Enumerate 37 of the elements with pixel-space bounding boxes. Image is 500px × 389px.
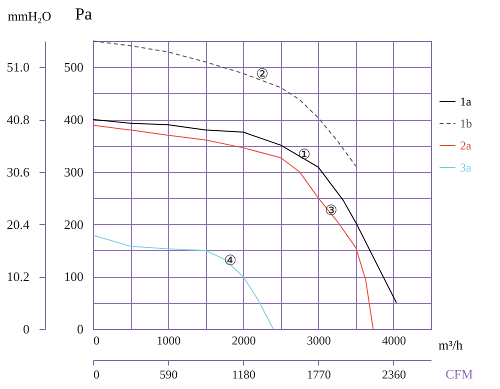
line-series: [92, 119, 397, 304]
annotation: ①: [298, 147, 311, 164]
annotation: ④: [224, 252, 237, 269]
line-series: [92, 124, 374, 330]
y-axis-title: Pa: [75, 4, 92, 24]
legend-label: 2a: [460, 138, 472, 152]
x-tick-label: 2000: [232, 334, 256, 348]
line-series: [92, 234, 274, 330]
x2-tick-label: 0: [94, 368, 100, 382]
y-tick-label: 200: [64, 216, 84, 232]
y-tick-label: 500: [64, 60, 84, 75]
y2-tick-label: 30.6: [6, 164, 30, 180]
y2-tick-label: 0: [23, 322, 30, 336]
x2-tick-label: 1180: [232, 368, 256, 382]
y-tick-label: 100: [64, 269, 84, 284]
x-tick-label: 4000: [382, 334, 406, 348]
x2-tick-label: 1770: [306, 368, 331, 382]
annotation: ②: [256, 66, 269, 83]
x2-tick-label: 590: [160, 368, 178, 382]
legend-label: 1b: [460, 116, 472, 130]
y2-axis-title: mmH₂O: [8, 8, 52, 24]
x-tick-label: 1000: [156, 334, 181, 348]
x-axis-title: m³/h: [438, 338, 464, 352]
x-tick-label: 0: [94, 334, 100, 348]
y2-tick-label: 20.4: [6, 216, 30, 232]
y2-tick-label: 10.2: [6, 269, 30, 284]
y2-tick-label: 51.0: [6, 60, 30, 75]
x-tick-label: 3000: [306, 334, 331, 348]
x2-tick-label: 2360: [382, 368, 406, 382]
y-tick-label: 0: [77, 322, 84, 336]
x2-axis-title: CFM: [446, 366, 474, 382]
y-tick-label: 400: [64, 112, 84, 128]
legend-label: 3a: [460, 160, 472, 174]
y-tick-label: 300: [64, 164, 84, 180]
y2-tick-label: 40.8: [6, 112, 30, 128]
legend-label: 1a: [460, 94, 472, 108]
line-series: [92, 40, 356, 167]
